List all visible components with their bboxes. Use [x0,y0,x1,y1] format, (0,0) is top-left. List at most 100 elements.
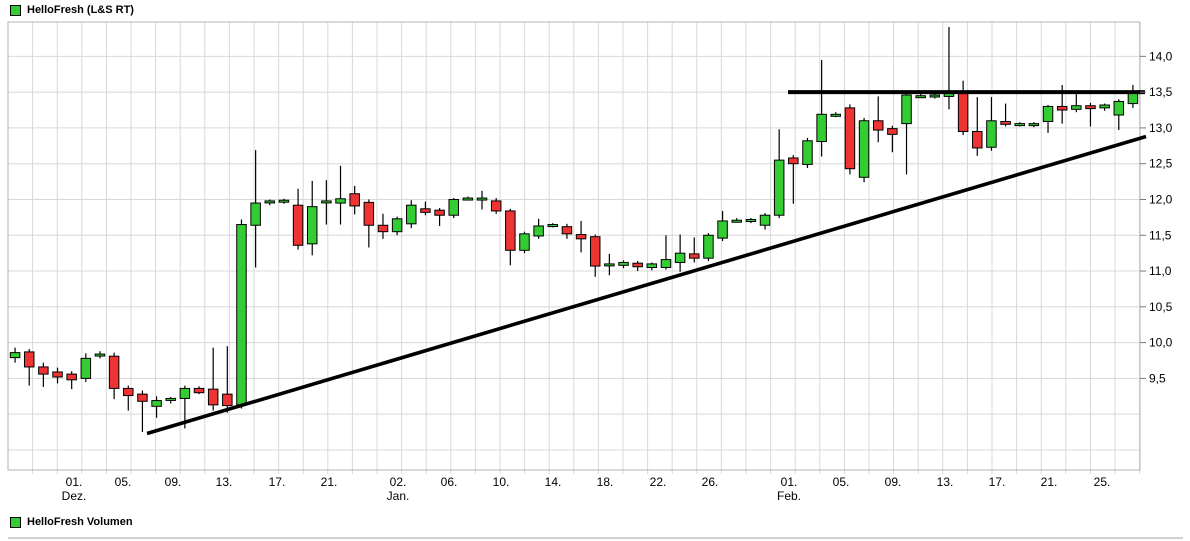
candle-body [335,198,346,204]
candle-down [123,385,134,411]
candle-body [236,224,247,406]
candle-up [802,137,813,168]
x-tick-label: 09. [165,475,182,489]
x-tick-month-label: Jan. [387,489,410,503]
x-tick-label: 06. [441,475,458,489]
y-tick-label: 10,5 [1149,300,1173,314]
candle-body [1014,123,1025,127]
candle-up [94,351,106,359]
candle-body [193,387,205,394]
candle-body [207,388,219,406]
candle-body [38,366,49,375]
candle-up [462,196,474,201]
candle-body [391,218,403,233]
x-tick-label: 02. [390,475,407,489]
candle-body [349,193,360,207]
candle-up [1028,122,1040,128]
candle-up [1042,105,1054,133]
candle-up [80,353,92,382]
candle-up [448,198,459,219]
candle-down [23,349,35,386]
candle-up [773,129,785,219]
candle-down [193,386,205,395]
candle-up [717,210,728,241]
candle-up [391,216,403,236]
candle-body [547,224,559,228]
candle-body [1042,105,1054,122]
candle-body [123,387,134,397]
candle-body [66,373,77,381]
candle-body [1085,105,1096,110]
candle-body [986,120,997,148]
candle-down [207,347,219,411]
x-tick-label: 01. [66,475,83,489]
candle-body [222,393,233,407]
candle-down [434,208,445,226]
candle-up [830,112,842,118]
candle-down [972,97,983,156]
candle-up [731,218,742,223]
candle-up [533,218,544,239]
candle-down [377,213,389,239]
candle-body [420,208,431,213]
candle-body [858,120,870,178]
candle-up [165,397,176,404]
candles [9,27,1139,433]
candle-up [816,59,827,157]
candle-up [264,199,276,206]
candle-body [108,355,120,389]
plot-border [7,21,1141,471]
candle-body [674,252,686,263]
candle-body [505,210,516,251]
candle-body [901,94,912,125]
candle-up [929,93,941,99]
candle-up [547,223,559,228]
candle-up [321,180,332,225]
candle-body [1127,92,1139,105]
candle-down [887,125,898,153]
y-tick-label: 11,0 [1149,264,1172,278]
candle-body [1056,105,1068,111]
candle-up [1099,103,1110,111]
candle-down [872,96,884,143]
candle-up [1071,92,1082,113]
candle-down [38,362,49,387]
candle-body [632,262,643,268]
candle-body [137,393,148,402]
candle-body [604,263,615,267]
x-tick-label: 17. [269,475,286,489]
candle-body [575,234,587,240]
candle-up [618,260,629,269]
candle-body [1071,105,1082,110]
candle-up [915,93,926,99]
candle-down [689,237,700,263]
candle-up [335,165,346,225]
candle-body [759,214,771,226]
candle-up [901,93,912,175]
candle-up [1014,122,1025,127]
candle-body [717,220,728,239]
x-tick-label: 14. [545,475,562,489]
candle-body [1099,104,1110,109]
candle-body [830,113,842,117]
candle-body [788,157,799,165]
candle-up [236,219,247,409]
x-tick-label: 05. [833,475,850,489]
candle-up [674,234,686,272]
candle-up [703,233,714,262]
candle-down [222,346,233,413]
candle-down [66,371,77,390]
candle-body [363,201,375,226]
candle-body [660,259,672,268]
candle-up [660,235,672,270]
x-tick-label: 25. [1094,475,1111,489]
x-tick-label: 21. [321,475,338,489]
candle-up [306,180,318,256]
candle-body [434,209,445,216]
volume-legend-label: HelloFresh Volumen [27,516,133,528]
gridlines [8,22,1141,474]
candle-body [533,225,544,237]
price-legend-swatch-icon [10,4,21,16]
candle-body [476,197,488,201]
y-tick-label: 13,5 [1149,85,1173,99]
